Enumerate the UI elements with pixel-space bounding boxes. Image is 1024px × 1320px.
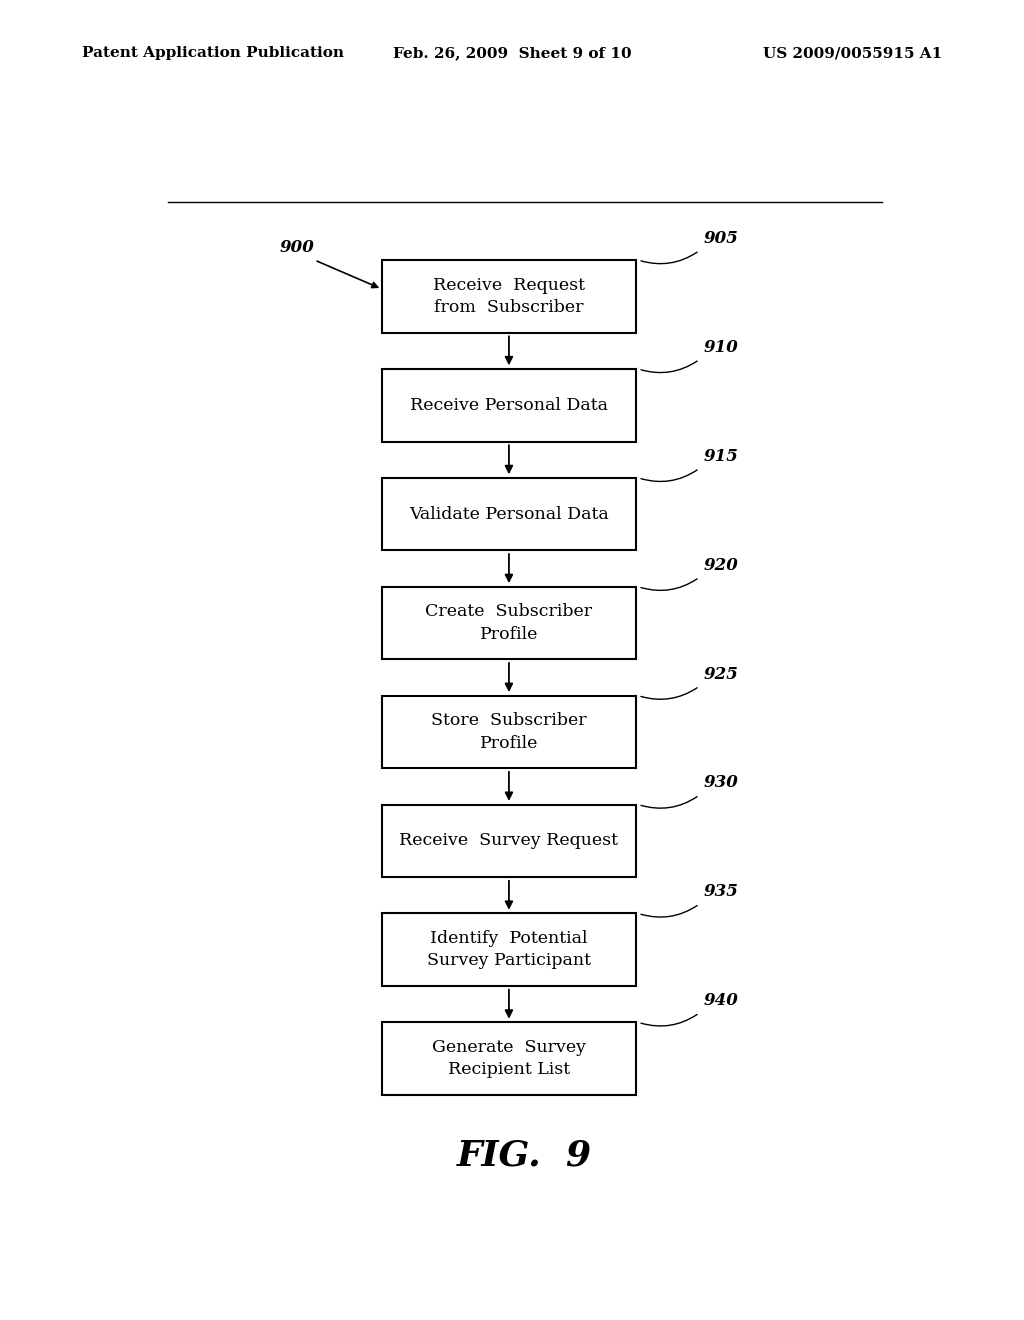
Bar (382, 586, 636, 660)
Text: US 2009/0055915 A1: US 2009/0055915 A1 (763, 46, 942, 61)
FancyArrowPatch shape (317, 261, 378, 288)
Text: 930: 930 (703, 775, 738, 792)
Bar (382, 370, 636, 441)
Text: 925: 925 (703, 665, 738, 682)
FancyArrowPatch shape (641, 906, 697, 917)
Text: Store  Subscriber
Profile: Store Subscriber Profile (431, 713, 587, 751)
Bar (382, 260, 636, 333)
Text: 920: 920 (703, 557, 738, 574)
Bar (382, 696, 636, 768)
Text: Create  Subscriber
Profile: Create Subscriber Profile (425, 603, 593, 643)
Text: Generate  Survey
Recipient List: Generate Survey Recipient List (432, 1039, 586, 1078)
Text: 935: 935 (703, 883, 738, 900)
FancyArrowPatch shape (641, 252, 697, 264)
Text: Patent Application Publication: Patent Application Publication (82, 46, 344, 61)
FancyArrowPatch shape (641, 470, 697, 482)
Text: FIG.  9: FIG. 9 (458, 1138, 592, 1172)
Bar (382, 1022, 636, 1096)
FancyArrowPatch shape (641, 688, 697, 700)
Text: 915: 915 (703, 447, 738, 465)
Bar (382, 913, 636, 986)
Text: Receive Personal Data: Receive Personal Data (410, 397, 608, 413)
Text: Identify  Potential
Survey Participant: Identify Potential Survey Participant (427, 931, 591, 969)
FancyArrowPatch shape (641, 362, 697, 372)
FancyArrowPatch shape (641, 579, 697, 590)
Text: 905: 905 (703, 230, 738, 247)
Text: 940: 940 (703, 993, 738, 1010)
Bar (382, 478, 636, 550)
Text: Receive  Survey Request: Receive Survey Request (399, 833, 618, 849)
Text: Receive  Request
from  Subscriber: Receive Request from Subscriber (433, 277, 585, 315)
Text: Validate Personal Data: Validate Personal Data (409, 506, 609, 523)
FancyArrowPatch shape (641, 797, 697, 808)
Text: Feb. 26, 2009  Sheet 9 of 10: Feb. 26, 2009 Sheet 9 of 10 (392, 46, 632, 61)
Text: 910: 910 (703, 339, 738, 356)
Text: 900: 900 (280, 239, 314, 256)
FancyArrowPatch shape (641, 1015, 697, 1026)
Bar (382, 805, 636, 878)
